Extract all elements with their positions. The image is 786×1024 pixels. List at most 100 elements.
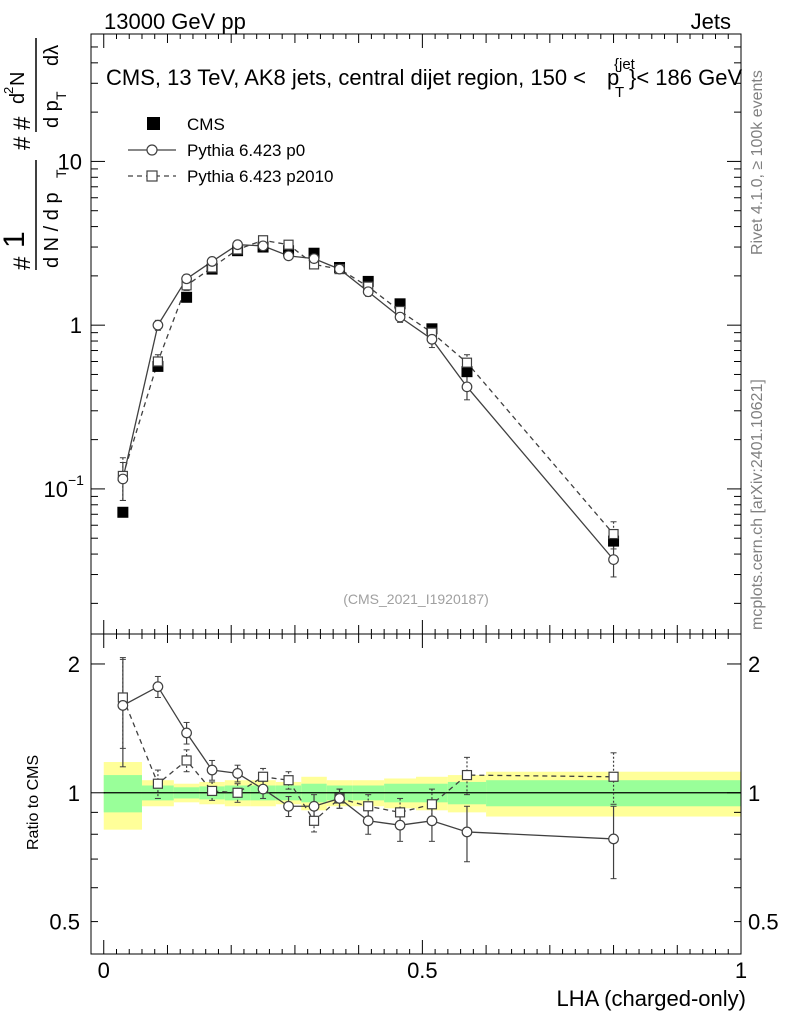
ratio-p0-point xyxy=(257,783,269,795)
p0-point xyxy=(152,319,164,331)
main-title: CMS, 13 TeV, AK8 jets, central dijet reg… xyxy=(106,56,742,101)
y-tick-label: 10 xyxy=(58,149,82,174)
ratio-p0-point xyxy=(426,815,438,827)
p0-point xyxy=(394,311,406,323)
header-left: 13000 GeV pp xyxy=(104,9,246,34)
ratio-p0-point xyxy=(283,800,294,812)
rivet-version: Rivet 4.1.0, ≥ 100k events xyxy=(749,70,766,255)
ratio-bands xyxy=(103,762,741,830)
ylabel-T2: T xyxy=(53,91,69,100)
ylabel-d: d xyxy=(7,93,29,104)
cms-point xyxy=(461,366,473,378)
p2010-point xyxy=(283,239,294,250)
ratio-p0-point xyxy=(232,767,243,779)
mcplots-source: mcplots.cern.ch [arXiv:2401.10621] xyxy=(749,379,766,630)
ratio-p0-point xyxy=(181,727,192,739)
ratio-p2010-point xyxy=(257,771,269,782)
p2010-point xyxy=(152,356,164,367)
p0-point xyxy=(232,239,243,251)
x-tick-label: 1 xyxy=(735,958,747,983)
title-pre: CMS, 13 TeV, AK8 jets, central dijet reg… xyxy=(106,65,586,90)
ylabel-N: N xyxy=(7,72,29,86)
ylabel-one: 1 xyxy=(0,231,31,248)
p0-point xyxy=(206,256,218,267)
cms-point xyxy=(608,535,620,547)
p0-point xyxy=(117,473,129,485)
legend-label-cms: CMS xyxy=(187,115,225,134)
ylabel-dl: dλ xyxy=(41,45,63,66)
ratio-p0-point xyxy=(394,819,406,831)
main-series xyxy=(117,235,620,578)
title-p: p xyxy=(607,65,619,90)
p0-point xyxy=(181,273,192,285)
ratio-y-tick-label-right: 0.5 xyxy=(748,910,779,935)
cms-point xyxy=(117,506,129,518)
ylabel-dN: d N / d p xyxy=(41,192,63,268)
ratio-p2010-point xyxy=(232,787,243,798)
p0-point xyxy=(257,240,269,252)
ratio-y-tick-label-right: 2 xyxy=(748,652,760,677)
ratio-p0-point xyxy=(308,800,320,812)
ratio-series xyxy=(117,657,619,880)
ratio-p2010-point xyxy=(608,771,619,782)
legend-marker-p2010 xyxy=(146,170,158,182)
ratio-p2010-point xyxy=(461,769,473,781)
analysis-id: (CMS_2021_I1920187) xyxy=(343,591,489,607)
p2010-point xyxy=(461,357,473,368)
p0-point xyxy=(334,263,345,275)
x-axis-label: LHA (charged-only) xyxy=(556,986,746,1011)
ylabel-two: 2 xyxy=(1,87,16,94)
ratio-panel-frame xyxy=(90,633,742,955)
cms-point xyxy=(394,298,406,310)
ratio-p2010-point xyxy=(283,775,294,786)
ratio-p2010-point xyxy=(308,815,320,826)
ylabel-hash1: # xyxy=(9,256,36,270)
ylabel-dp: d p xyxy=(41,100,63,128)
x-tick-label: 0 xyxy=(98,958,110,983)
ratio-p0-point xyxy=(117,700,129,711)
cms-point xyxy=(362,275,374,287)
legend-marker-cms xyxy=(147,117,160,130)
ratio-p2010-point xyxy=(181,755,192,766)
title-post: }< 186 GeV xyxy=(629,65,742,90)
ratio-p0-point xyxy=(608,833,619,845)
uncertainty-band-inner xyxy=(103,775,142,813)
title-sup: {jet xyxy=(614,56,636,73)
title-sub: T xyxy=(615,84,624,101)
legend-label-p2010: Pythia 6.423 p2010 xyxy=(187,167,334,186)
x-tick-label: 0.5 xyxy=(407,958,438,983)
ylabel-hash3: # xyxy=(9,116,36,130)
y-tick-label: 1 xyxy=(70,313,82,338)
p0-point xyxy=(426,333,438,345)
ratio-p2010-point xyxy=(394,807,406,818)
p0-point xyxy=(608,554,619,566)
ratio-p0-point xyxy=(334,793,345,804)
ratio-y-tick-label-right: 1 xyxy=(748,781,760,806)
y-tick-label-base: 10 xyxy=(44,477,68,502)
y-tick-label-exp: −1 xyxy=(68,472,84,488)
main-ylabel: # 1 d N / d p T # # d 2 N d p T dλ xyxy=(0,38,69,270)
legend-label-p0: Pythia 6.423 p0 xyxy=(187,141,305,160)
p0-point xyxy=(362,286,374,298)
legend: CMS Pythia 6.423 p0 Pythia 6.423 p2010 xyxy=(128,115,334,186)
ratio-p0-point xyxy=(206,764,218,776)
ratio-p2010-point xyxy=(206,785,218,797)
p0-point xyxy=(283,250,294,262)
legend-marker-p0 xyxy=(146,144,158,156)
p0-point xyxy=(461,381,473,393)
ratio-y-tick-label-left: 2 xyxy=(68,652,80,677)
p2010-point xyxy=(608,528,619,540)
ratio-axis-ticks: 0.5 0.51 12 20 0.5 1 xyxy=(49,634,779,983)
ratio-p0-point xyxy=(362,815,374,827)
ratio-p2010-point xyxy=(426,799,438,810)
ylabel-T1: T xyxy=(53,169,69,178)
ratio-ylabel: Ratio to CMS xyxy=(25,755,42,850)
ratio-p0-point xyxy=(152,681,164,693)
cms-point xyxy=(181,291,193,303)
header-right: Jets xyxy=(691,9,731,34)
ylabel-hash2: # xyxy=(9,136,36,150)
ratio-p2010-point xyxy=(363,801,374,812)
ratio-y-tick-label-left: 1 xyxy=(68,781,80,806)
